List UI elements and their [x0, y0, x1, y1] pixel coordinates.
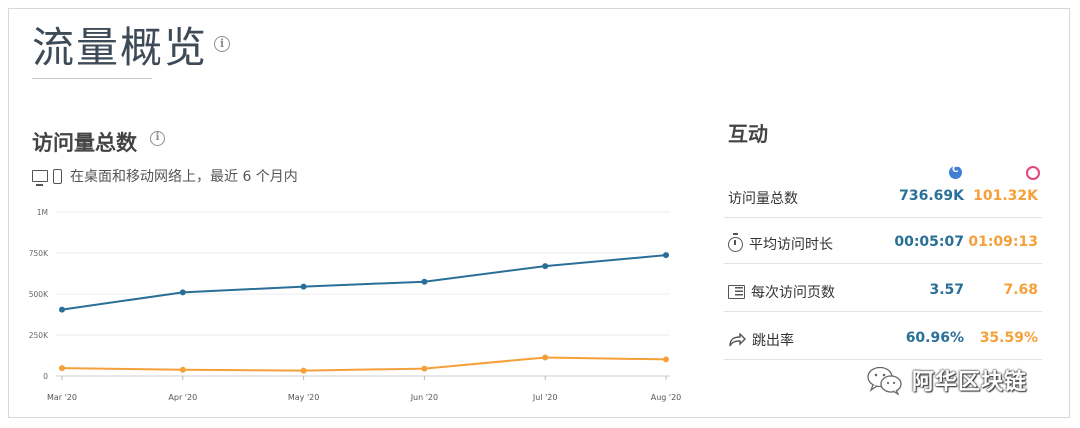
metric-row-total-visits: 访问量总数 736.69K 101.32K [724, 176, 1042, 218]
y-tick-label: 0 [43, 372, 48, 381]
metric-value-site-b: 01:09:13 [968, 234, 1038, 250]
desktop-icon [32, 170, 48, 186]
data-point [421, 365, 428, 372]
x-tick-label: Jun '20 [410, 393, 438, 402]
metric-value-site-b: 35.59% [979, 330, 1038, 346]
metric-label: 每次访问页数 [728, 282, 835, 302]
metric-value-site-b: 7.68 [1003, 282, 1038, 298]
data-point [542, 263, 549, 270]
metric-label: 访问量总数 [728, 188, 798, 208]
series-line-1 [61, 254, 667, 311]
visits-info-icon[interactable]: i [150, 131, 165, 146]
data-point [663, 356, 669, 363]
metric-row-avg-duration: 平均访问时长 00:05:07 01:09:13 [724, 222, 1042, 264]
pages-icon [728, 285, 745, 299]
watermark-text: 阿华区块链 [912, 370, 1028, 395]
info-icon[interactable]: i [214, 36, 230, 52]
metric-row-pages-per-visit: 每次访问页数 3.57 7.68 [724, 270, 1042, 312]
metric-label-text: 每次访问页数 [751, 285, 835, 301]
metric-label-text: 访问量总数 [728, 191, 798, 207]
device-scope: 在桌面和移动网络上，最近 6 个月内 [32, 166, 298, 186]
data-point [421, 278, 428, 285]
data-point [663, 252, 669, 259]
title-underline [32, 78, 152, 79]
data-point [59, 306, 65, 313]
site-a-icon [949, 165, 962, 179]
x-tick-label: Mar '20 [47, 393, 77, 402]
engagement-title: 互动 [728, 122, 768, 146]
x-tick-label: Apr '20 [168, 393, 197, 402]
metric-label: 平均访问时长 [728, 232, 833, 254]
metric-value-site-a: 00:05:07 [894, 234, 964, 250]
watermark: 阿华区块链 [866, 364, 1027, 396]
data-point [179, 366, 186, 373]
y-tick-label: 1M [37, 208, 48, 217]
series-line-2 [61, 356, 667, 372]
visits-subtitle: 在桌面和移动网络上，最近 6 个月内 [70, 169, 298, 185]
bounce-icon [728, 333, 746, 347]
wechat-icon [867, 366, 902, 395]
metric-value-site-b: 101.32K [973, 188, 1038, 204]
x-tick-label: May '20 [288, 393, 319, 402]
site-b-icon [1026, 166, 1040, 180]
data-point [59, 365, 65, 372]
data-point [179, 289, 186, 296]
y-tick-label: 750K [29, 249, 49, 258]
data-point [542, 354, 549, 361]
x-tick-label: Aug '20 [651, 393, 682, 402]
metric-value-site-a: 3.57 [929, 282, 964, 298]
x-tick-label: Jul '20 [532, 393, 558, 402]
traffic-overview-card [8, 8, 1070, 418]
metric-label: 跳出率 [728, 330, 794, 350]
timer-icon [728, 232, 743, 252]
metric-row-bounce-rate: 跳出率 60.96% 35.59% [724, 318, 1042, 360]
y-tick-label: 250K [29, 331, 49, 340]
metric-value-site-a: 736.69K [899, 188, 964, 204]
metric-label-text: 跳出率 [752, 333, 794, 349]
data-point [300, 283, 307, 290]
page-title: 流量概览 [32, 23, 209, 72]
visits-section-title: 访问量总数 [32, 131, 137, 155]
y-tick-label: 500K [29, 290, 49, 299]
data-point [300, 367, 307, 374]
mobile-icon [53, 168, 62, 184]
metric-label-text: 平均访问时长 [749, 237, 833, 253]
metric-value-site-a: 60.96% [905, 330, 964, 346]
visits-line-chart: 0 250K 500K 750K 1M Mar '20 Apr '20 May '20 Jun … [29, 208, 682, 402]
